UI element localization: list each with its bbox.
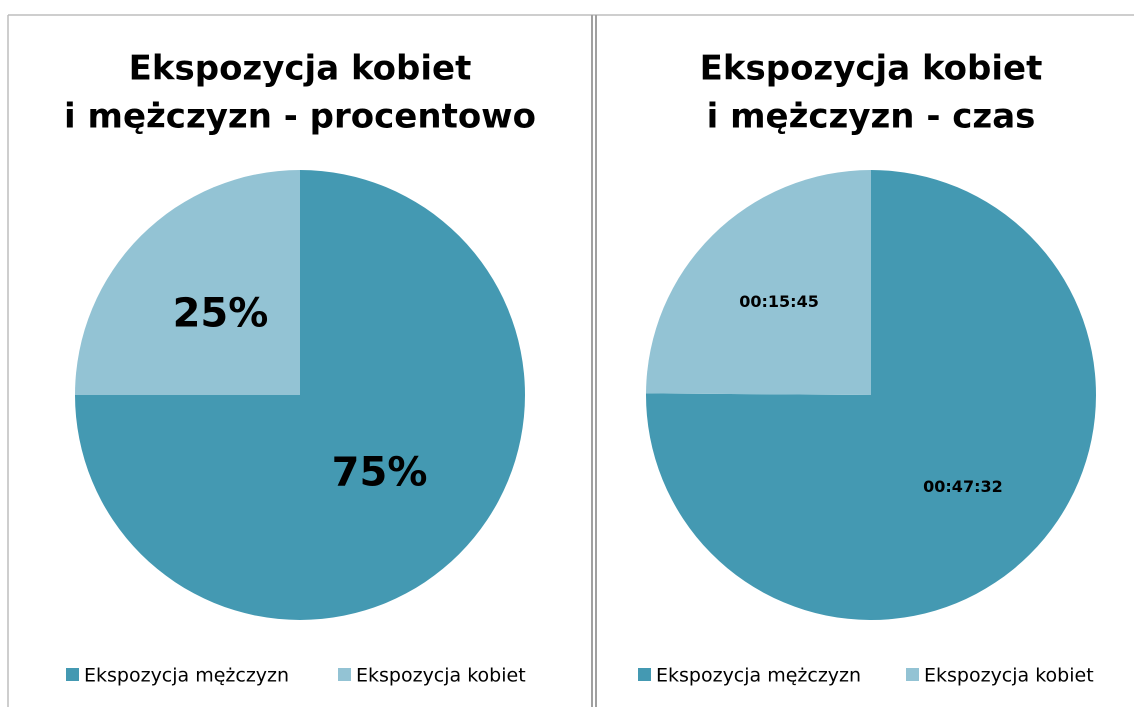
legend-label: Ekspozycja kobiet bbox=[356, 665, 526, 687]
data-label: 75% bbox=[332, 450, 428, 496]
legend-swatch bbox=[906, 668, 919, 681]
chart-title: i mężczyzn - procentowo bbox=[64, 97, 536, 137]
legend-swatch bbox=[338, 668, 351, 681]
chart-title: i mężczyzn - czas bbox=[707, 97, 1036, 137]
data-label: 25% bbox=[173, 290, 269, 336]
chart-title: Ekspozycja kobiet bbox=[129, 49, 472, 89]
data-label: 00:47:32 bbox=[923, 477, 1003, 496]
pie-slice bbox=[75, 170, 300, 395]
data-label: 00:15:45 bbox=[739, 292, 819, 311]
pie-slice bbox=[646, 170, 1096, 620]
legend-swatch bbox=[638, 668, 651, 681]
legend-label: Ekspozycja mężczyzn bbox=[84, 665, 289, 687]
legend-swatch bbox=[66, 668, 79, 681]
chart-title: Ekspozycja kobiet bbox=[700, 49, 1043, 89]
legend-label: Ekspozycja kobiet bbox=[924, 665, 1094, 687]
legend-label: Ekspozycja mężczyzn bbox=[656, 665, 861, 687]
pie-slice bbox=[646, 170, 871, 395]
